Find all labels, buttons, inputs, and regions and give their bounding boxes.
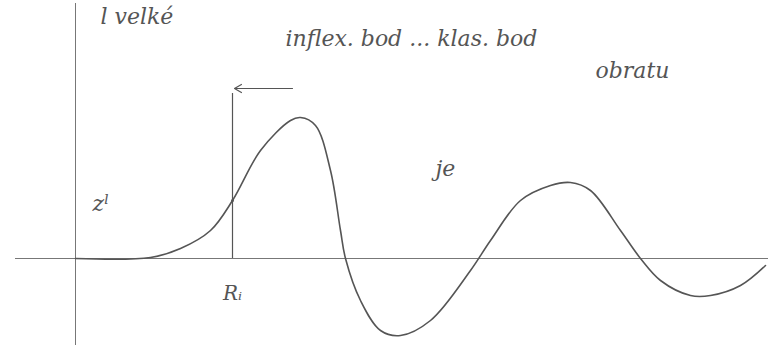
svg-text:obratu: obratu xyxy=(596,58,670,83)
svg-text:l velké: l velké xyxy=(101,4,174,29)
svg-text:zˡ: zˡ xyxy=(92,191,110,216)
svg-text:Rᵢ: Rᵢ xyxy=(222,281,242,305)
svg-text:je: je xyxy=(431,156,456,181)
svg-text:inflex. bod ... klas. bod: inflex. bod ... klas. bod xyxy=(286,26,538,51)
